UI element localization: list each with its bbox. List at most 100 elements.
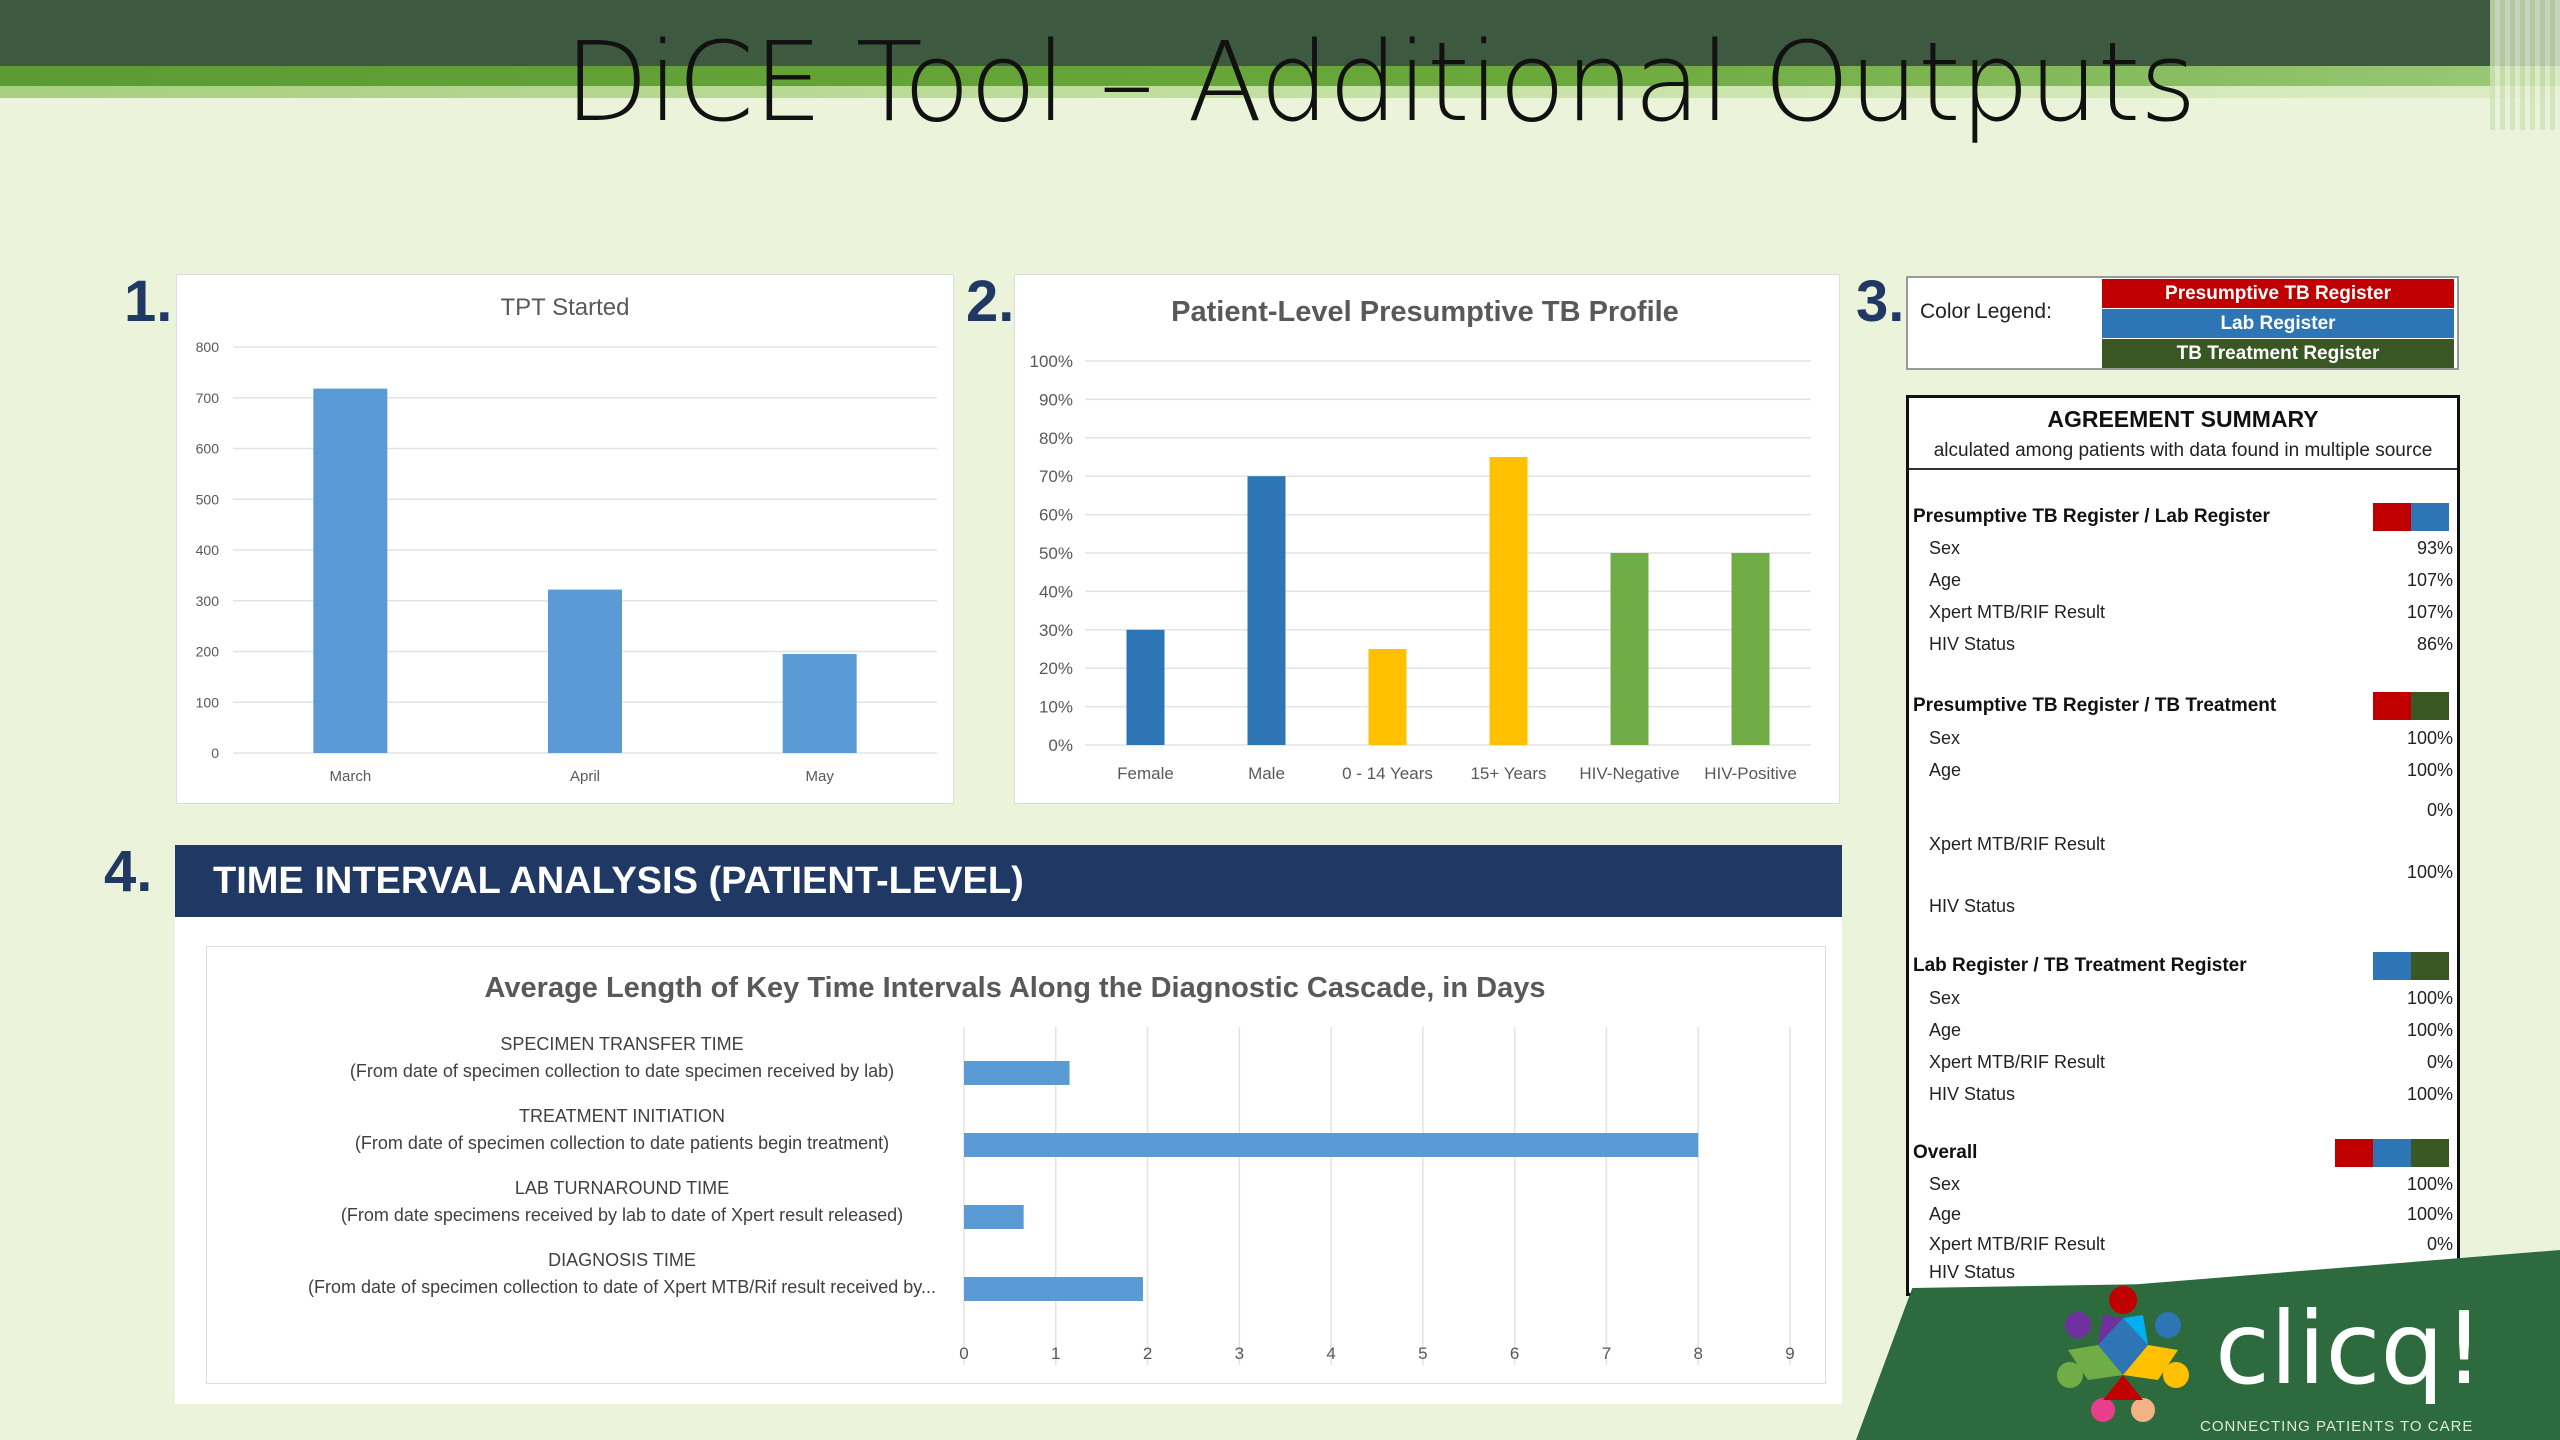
time-interval-chart: Average Length of Key Time Intervals Alo… [308, 972, 1795, 1365]
x-tick-label: Female [1117, 764, 1174, 783]
y-tick-label: 30% [1039, 621, 1073, 640]
swatch-treatment [2411, 1139, 2449, 1167]
agreement-row-value: 100% [2406, 862, 2453, 882]
agreement-row-label: HIV Status [1929, 1084, 2016, 1104]
agreement-row-value: 107% [2406, 602, 2453, 622]
agreement-row-value: 0% [2426, 800, 2453, 820]
category-description: (From date of specimen collection to dat… [308, 1277, 936, 1297]
swatch-presumptive [2335, 1139, 2373, 1167]
y-tick-label: 0 [211, 745, 219, 761]
agreement-subtitle: alculated among patients with data found… [1933, 440, 2433, 461]
agreement-row-value: 0% [2426, 1234, 2453, 1254]
x-tick-label: 15+ Years [1470, 764, 1546, 783]
y-tick-label: 60% [1039, 506, 1073, 525]
agreement-title: AGREEMENT SUMMARY [2047, 406, 2319, 432]
x-tick-label: 6 [1510, 1344, 1519, 1363]
x-tick-label: 8 [1693, 1344, 1702, 1363]
section-number-3: 3. [1856, 269, 1905, 334]
y-tick-label: 100 [196, 694, 220, 710]
y-tick-label: 40% [1039, 582, 1073, 601]
x-tick-label: HIV-Negative [1579, 764, 1679, 783]
agreement-summary: AGREEMENT SUMMARY alculated among patien… [1906, 395, 2460, 1296]
y-tick-label: 90% [1039, 390, 1073, 409]
agreement-row-label: HIV Status [1929, 896, 2016, 916]
bar-hiv-positive [1731, 553, 1770, 745]
bar-may [782, 654, 857, 753]
agreement-section-heading: Presumptive TB Register / TB Treatment [1913, 695, 2277, 716]
agreement-row-value: 100% [2406, 988, 2453, 1008]
header-light-band [0, 86, 2560, 98]
divider [1909, 468, 2457, 470]
y-tick-label: 20% [1039, 659, 1073, 678]
agreement-row-label: Age [1929, 570, 1962, 590]
y-tick-label: 800 [196, 339, 220, 355]
agreement-row-value: 86% [2416, 634, 2453, 654]
agreement-row-label: Age [1929, 1204, 1962, 1224]
legend-presumptive: Presumptive TB Register [2102, 279, 2454, 308]
x-tick-label: 0 [959, 1344, 968, 1363]
agreement-section-heading: Lab Register / TB Treatment Register [1913, 955, 2247, 976]
clicq-tagline: CONNECTING PATIENTS TO CARE [2200, 1418, 2474, 1435]
x-tick-label: April [570, 768, 600, 785]
x-tick-label: 9 [1785, 1344, 1794, 1363]
clicq-logo-wordmark: clicq! [2215, 1290, 2485, 1407]
bar-interval [964, 1061, 1070, 1085]
x-tick-label: May [805, 768, 834, 785]
y-tick-label: 200 [196, 644, 220, 660]
presumptive-profile-chart-panel: Patient-Level Presumptive TB Profile 0% 1… [1014, 274, 1840, 804]
agreement-row-label: HIV Status [1929, 634, 2016, 654]
chart-title: Average Length of Key Time Intervals Alo… [485, 972, 1546, 1004]
x-tick-label: Male [1248, 764, 1285, 783]
agreement-row-label: Sex [1929, 988, 1961, 1008]
y-tick-label: 100% [1030, 352, 1073, 371]
agreement-row-value: 100% [2406, 1204, 2453, 1224]
legend-treatment: TB Treatment Register [2102, 339, 2454, 368]
y-tick-label: 50% [1039, 544, 1073, 563]
x-tick-label: 5 [1418, 1344, 1427, 1363]
agreement-row-value: 100% [2406, 1174, 2453, 1194]
agreement-row-label: Xpert MTB/RIF Result [1929, 834, 2106, 854]
bar-interval [964, 1205, 1024, 1229]
y-tick-label: 80% [1039, 429, 1073, 448]
agreement-row-label: Sex [1929, 538, 1961, 558]
header-band [0, 0, 2560, 66]
agreement-row-label: Sex [1929, 728, 1961, 748]
swatch-presumptive [2373, 503, 2411, 531]
category-description: (From date of specimen collection to dat… [355, 1133, 889, 1153]
agreement-row-label: Age [1929, 1020, 1962, 1040]
agreement-row-value: 100% [2406, 760, 2453, 780]
agreement-section-heading: Overall [1913, 1142, 1978, 1163]
y-tick-label: 0% [1048, 736, 1073, 755]
time-interval-chart-panel: Average Length of Key Time Intervals Alo… [206, 946, 1826, 1384]
header-accent-band [0, 66, 2560, 86]
x-tick-label: 7 [1602, 1344, 1611, 1363]
tpt-started-chart: TPT Started 0 100 200 300 400 500 600 700 800 Mar… [196, 294, 937, 785]
clicq-people-logo-icon [2057, 1286, 2189, 1422]
agreement-row-label: Sex [1929, 1174, 1961, 1194]
x-tick-label: 0 - 14 Years [1342, 764, 1433, 783]
chart-title: Patient-Level Presumptive TB Profile [1171, 296, 1679, 328]
x-tick-label: 1 [1051, 1344, 1060, 1363]
color-legend-label: Color Legend: [1920, 300, 2052, 323]
agreement-row-label: Age [1929, 760, 1962, 780]
x-tick-label: March [329, 768, 371, 785]
chart-title: TPT Started [501, 294, 630, 321]
y-tick-label: 700 [196, 390, 220, 406]
agreement-row-label: Xpert MTB/RIF Result [1929, 1234, 2106, 1254]
section-number-4: 4. [104, 839, 153, 904]
presumptive-profile-chart: Patient-Level Presumptive TB Profile 0% 1… [1030, 296, 1811, 783]
x-tick-label: 3 [1235, 1344, 1244, 1363]
agreement-row-value: 0% [2426, 1052, 2453, 1072]
corner-stripes [2490, 0, 2560, 130]
bar-0-14-years [1368, 649, 1407, 745]
swatch-presumptive [2373, 692, 2411, 720]
x-tick-label: HIV-Positive [1704, 764, 1797, 783]
category-description: (From date of specimen collection to dat… [350, 1061, 894, 1081]
bar-male [1247, 476, 1286, 745]
category-name: LAB TURNAROUND TIME [515, 1178, 729, 1198]
y-tick-label: 600 [196, 441, 220, 457]
time-interval-heading: TIME INTERVAL ANALYSIS (PATIENT-LEVEL) [175, 845, 1842, 917]
agreement-row-label: Xpert MTB/RIF Result [1929, 1052, 2106, 1072]
agreement-row-value: 100% [2406, 1084, 2453, 1104]
y-tick-label: 500 [196, 491, 220, 507]
